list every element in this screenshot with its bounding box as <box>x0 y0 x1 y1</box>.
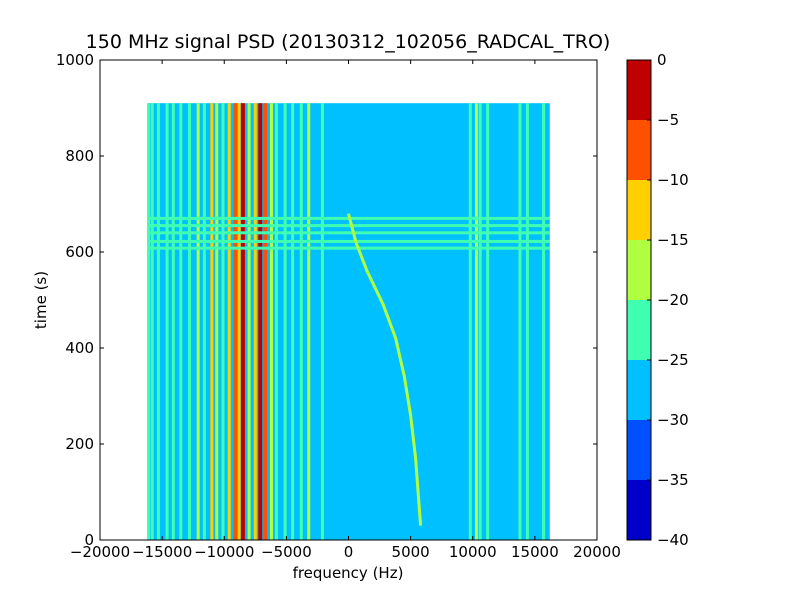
colorbar-segment <box>627 180 651 240</box>
y-axis-label: time (s) <box>32 271 50 329</box>
heatmap-horizontal-band <box>147 231 550 235</box>
colorbar-tick-label: −35 <box>657 471 689 489</box>
heatmap-vertical-band <box>215 103 219 540</box>
heatmap-vertical-band <box>233 103 238 540</box>
heatmap-vertical-band <box>468 103 472 540</box>
colorbar-segment <box>627 120 651 180</box>
colorbar-tick-label: −25 <box>657 351 689 369</box>
x-tick-label: −10000 <box>194 543 254 561</box>
heatmap-horizontal-band <box>147 239 550 243</box>
x-tick-label: 20000 <box>573 543 621 561</box>
y-tick-label: 200 <box>65 435 94 453</box>
colorbar-segment <box>627 240 651 300</box>
heatmap-area <box>146 103 550 540</box>
x-tick-label: 10000 <box>449 543 497 561</box>
heatmap-vertical-band <box>187 103 191 540</box>
y-tick-label: 1000 <box>56 51 94 69</box>
heatmap-vertical-band <box>179 103 183 540</box>
heatmap-vertical-band <box>478 103 482 540</box>
heatmap-vertical-band <box>518 103 522 540</box>
heatmap-horizontal-band <box>147 246 550 250</box>
y-tick-label: 600 <box>65 243 94 261</box>
heatmap-vertical-band <box>247 103 251 540</box>
heatmap-vertical-band <box>237 103 241 540</box>
x-tick-label: −20000 <box>70 543 130 561</box>
x-tick-label: 15000 <box>511 543 559 561</box>
heatmap-vertical-band <box>258 103 263 540</box>
heatmap-vertical-band <box>221 103 225 540</box>
heatmap-vertical-band <box>291 103 295 540</box>
colorbar-segment <box>627 420 651 480</box>
heatmap-vertical-band <box>165 103 169 540</box>
x-tick-label: −15000 <box>132 543 192 561</box>
heatmap-vertical-band <box>474 103 478 540</box>
heatmap-vertical-band <box>156 103 160 540</box>
heatmap-vertical-band <box>263 103 268 540</box>
heatmap-vertical-band <box>146 103 150 540</box>
colorbar-tick-label: −10 <box>657 171 689 189</box>
colorbar-tick-label: −5 <box>657 111 679 129</box>
y-tick-label: 400 <box>65 339 94 357</box>
heatmap-vertical-band <box>253 103 257 540</box>
y-tick-label: 800 <box>65 147 94 165</box>
chart-title: 150 MHz signal PSD (20130312_102056_RADC… <box>86 31 611 53</box>
x-tick-label: 5000 <box>392 543 430 561</box>
heatmap-vertical-band <box>283 103 287 540</box>
colorbar-segment <box>627 300 651 360</box>
heatmap-vertical-band <box>202 103 206 540</box>
heatmap-vertical-band <box>196 103 200 540</box>
y-tick-label: 0 <box>84 531 94 549</box>
heatmap-vertical-band <box>171 103 175 540</box>
x-axis-label: frequency (Hz) <box>293 564 404 582</box>
colorbar-tick-label: −15 <box>657 231 689 249</box>
heatmap-vertical-band <box>240 103 245 540</box>
heatmap-vertical-band <box>486 103 490 540</box>
heatmap-vertical-band <box>210 103 214 540</box>
colorbar: −40 −35 −30 −25 −20 −15 −10 −5 0 <box>626 51 689 549</box>
heatmap-background <box>147 103 550 540</box>
heatmap-vertical-band <box>274 103 278 540</box>
x-tick-label: 0 <box>344 543 354 561</box>
colorbar-tick-label: −20 <box>657 291 689 309</box>
heatmap-vertical-band <box>269 103 273 540</box>
colorbar-tick-label: 0 <box>657 51 667 69</box>
heatmap-vertical-band <box>320 103 324 540</box>
colorbar-segment <box>627 480 651 540</box>
colorbar-tick-label: −40 <box>657 531 689 549</box>
colorbar-segment <box>627 60 651 120</box>
heatmap-vertical-band <box>299 103 303 540</box>
colorbar-tick-label: −30 <box>657 411 689 429</box>
heatmap-horizontal-band <box>147 224 550 228</box>
heatmap-vertical-band <box>227 103 231 540</box>
x-tick-label: −5000 <box>261 543 312 561</box>
heatmap-vertical-band <box>542 103 546 540</box>
heatmap-vertical-band <box>525 103 529 540</box>
colorbar-segment <box>627 360 651 420</box>
heatmap-vertical-band <box>307 103 311 540</box>
heatmap-vertical-band <box>150 103 154 540</box>
drift-trace <box>347 213 423 526</box>
